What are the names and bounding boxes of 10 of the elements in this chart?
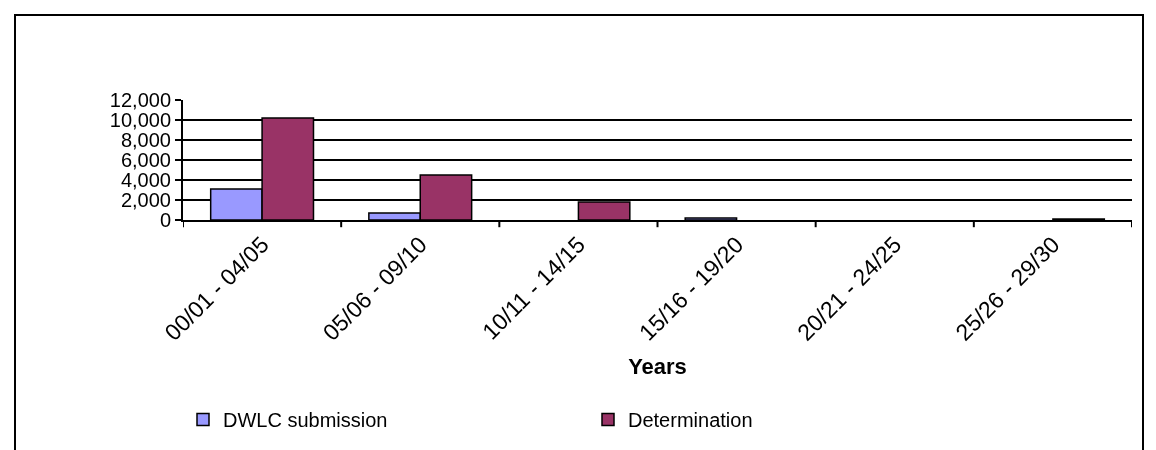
legend-label: Determination bbox=[628, 409, 753, 432]
y-tick-label: 8,000 bbox=[120, 129, 171, 151]
y-tick-label: 0 bbox=[159, 209, 171, 231]
y-tick-label: 6,000 bbox=[120, 149, 171, 171]
y-tick-label: 2,000 bbox=[120, 189, 171, 211]
y-tick-label: 10,000 bbox=[109, 109, 171, 131]
legend-label: DWLC submission bbox=[223, 409, 388, 432]
y-tick-label: 4,000 bbox=[120, 169, 171, 191]
x-axis-title: Years bbox=[628, 354, 687, 380]
y-tick-label: 12,000 bbox=[109, 89, 171, 111]
